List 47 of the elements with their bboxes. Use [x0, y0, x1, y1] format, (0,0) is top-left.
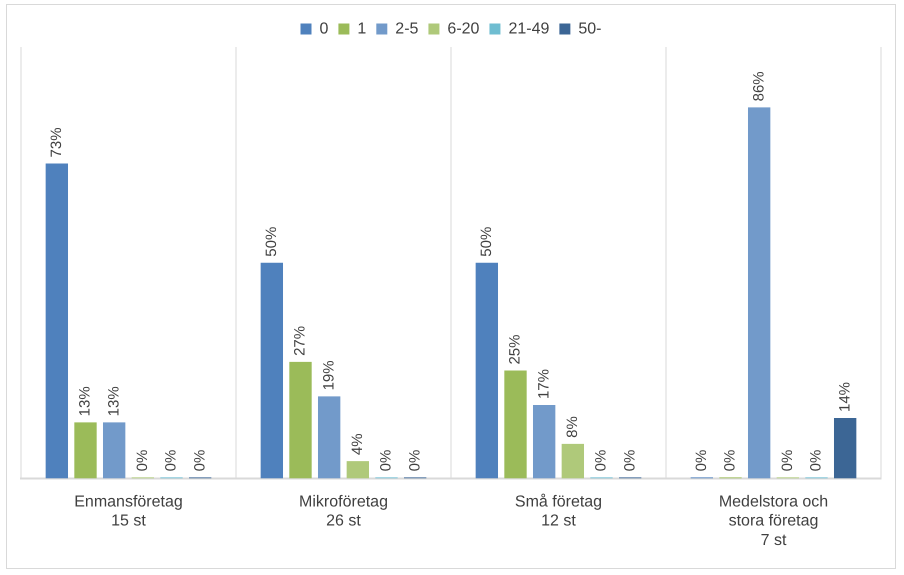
bar — [748, 107, 770, 478]
bar — [46, 163, 68, 478]
bar — [504, 370, 527, 478]
data-label: 0% — [378, 450, 395, 472]
bar — [834, 418, 856, 478]
bar — [74, 422, 97, 478]
bar — [562, 444, 584, 478]
data-label: 86% — [750, 71, 768, 102]
bar — [346, 461, 370, 478]
bar — [260, 262, 284, 478]
data-label: 13% — [76, 386, 94, 416]
bar — [532, 405, 556, 478]
data-label: 50% — [478, 226, 495, 257]
data-label: 0% — [406, 450, 424, 472]
data-label: 0% — [621, 450, 638, 472]
x-tick-label: Medelstora och stora företag 7 st — [718, 493, 828, 549]
x-tick-label: Små företag 12 st — [514, 493, 602, 530]
data-label: 8% — [564, 416, 581, 438]
legend-label: 50- — [578, 20, 602, 38]
data-label: 0% — [778, 450, 796, 472]
data-label: 13% — [105, 386, 122, 416]
data-label: 4% — [348, 433, 366, 456]
data-label: 73% — [48, 127, 65, 158]
data-label: 0% — [692, 450, 710, 472]
data-label: 50% — [262, 226, 280, 257]
data-label: 0% — [808, 450, 825, 472]
bar — [318, 396, 340, 478]
legend-label: 6-20 — [447, 20, 480, 38]
data-label: 17% — [535, 369, 552, 400]
bar — [102, 422, 126, 478]
legend-label: 21-49 — [508, 20, 550, 38]
data-label: 27% — [292, 326, 309, 356]
bar — [289, 362, 312, 478]
data-label: 0% — [162, 450, 180, 472]
data-label: 19% — [320, 360, 338, 390]
data-label: 25% — [506, 334, 524, 365]
data-label: 0% — [134, 450, 151, 472]
data-label: 0% — [592, 450, 610, 472]
data-label: 0% — [722, 450, 739, 472]
x-tick-label: Enmansföretag 15 st — [74, 493, 183, 530]
bar — [476, 262, 498, 478]
legend-label: 2-5 — [395, 20, 419, 38]
legend-label: 1 — [357, 20, 366, 38]
x-tick-label: Mikroföretag 26 st — [299, 493, 388, 530]
legend-label: 0 — [320, 20, 329, 38]
data-label: 14% — [836, 382, 854, 412]
data-label: 0% — [191, 450, 208, 472]
